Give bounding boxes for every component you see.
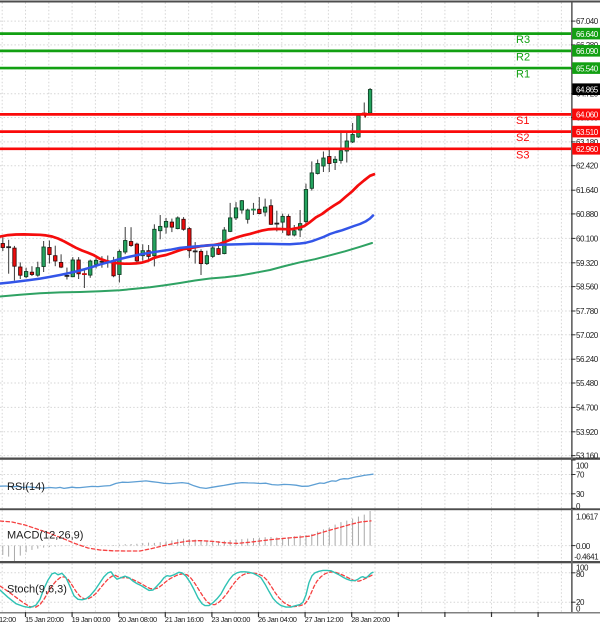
svg-text:100: 100 xyxy=(576,462,589,471)
svg-text:S1: S1 xyxy=(516,115,529,127)
svg-text:S2: S2 xyxy=(516,132,529,144)
svg-text:56.240: 56.240 xyxy=(576,355,599,364)
svg-text:0: 0 xyxy=(576,605,581,614)
svg-text:64.060: 64.060 xyxy=(576,111,599,120)
svg-text:26 Jan 04:00: 26 Jan 04:00 xyxy=(258,615,297,624)
svg-text:63.180: 63.180 xyxy=(576,138,599,147)
svg-text:62.420: 62.420 xyxy=(576,162,599,171)
svg-text:80: 80 xyxy=(576,570,585,579)
svg-text:67.040: 67.040 xyxy=(576,17,599,26)
svg-text:60.880: 60.880 xyxy=(576,210,599,219)
svg-text:0.00: 0.00 xyxy=(576,542,591,551)
svg-text:20 Jan 08:00: 20 Jan 08:00 xyxy=(118,615,157,624)
svg-text:12:00: 12:00 xyxy=(0,615,16,624)
svg-text:R3: R3 xyxy=(516,34,530,46)
svg-text:60.100: 60.100 xyxy=(576,234,599,243)
svg-text:R2: R2 xyxy=(516,51,530,63)
svg-text:20: 20 xyxy=(576,598,585,607)
svg-text:23 Jan 00:00: 23 Jan 00:00 xyxy=(211,615,250,624)
svg-text:61.640: 61.640 xyxy=(576,186,599,195)
svg-text:21 Jan 16:00: 21 Jan 16:00 xyxy=(165,615,204,624)
svg-text:S3: S3 xyxy=(516,149,529,161)
svg-text:55.480: 55.480 xyxy=(576,379,599,388)
svg-text:15 Jan 20:00: 15 Jan 20:00 xyxy=(25,615,64,624)
svg-text:MACD(12,26,9): MACD(12,26,9) xyxy=(7,530,83,542)
svg-text:27 Jan 12:00: 27 Jan 12:00 xyxy=(305,615,344,624)
svg-text:30: 30 xyxy=(576,490,585,499)
svg-text:59.320: 59.320 xyxy=(576,259,599,268)
svg-text:53.160: 53.160 xyxy=(576,452,599,461)
svg-text:57.020: 57.020 xyxy=(576,331,599,340)
svg-text:54.700: 54.700 xyxy=(576,403,599,412)
svg-text:RSI(14): RSI(14) xyxy=(7,481,45,493)
svg-text:R1: R1 xyxy=(516,69,530,81)
svg-text:65.540: 65.540 xyxy=(576,64,599,73)
svg-text:53.920: 53.920 xyxy=(576,428,599,437)
svg-text:63.510: 63.510 xyxy=(576,128,599,137)
svg-text:0: 0 xyxy=(576,502,581,511)
svg-text:66.640: 66.640 xyxy=(576,30,599,39)
svg-text:1.0617: 1.0617 xyxy=(576,513,599,522)
svg-text:57.780: 57.780 xyxy=(576,307,599,316)
svg-text:19 Jan 00:00: 19 Jan 00:00 xyxy=(72,615,111,624)
svg-text:Stoch(9,6,3): Stoch(9,6,3) xyxy=(7,584,67,596)
svg-text:28 Jan 20:00: 28 Jan 20:00 xyxy=(351,615,390,624)
svg-text:-0.4641: -0.4641 xyxy=(574,553,599,562)
svg-text:64.865: 64.865 xyxy=(576,85,599,94)
svg-text:70: 70 xyxy=(576,471,585,480)
svg-text:66.090: 66.090 xyxy=(576,47,599,56)
svg-text:62.960: 62.960 xyxy=(576,145,599,154)
svg-text:100: 100 xyxy=(576,564,589,573)
svg-text:58.560: 58.560 xyxy=(576,283,599,292)
